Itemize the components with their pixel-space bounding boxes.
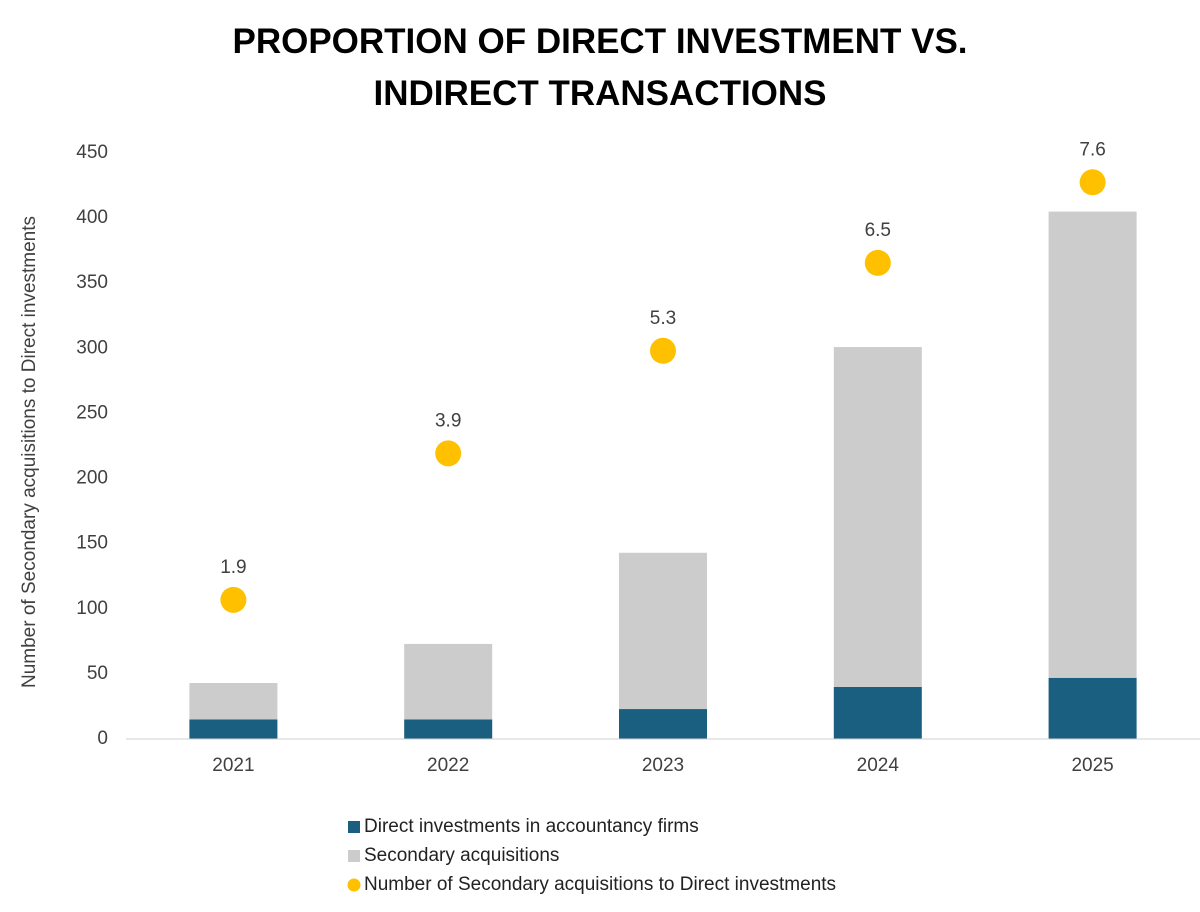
- y-tick-label: 150: [76, 533, 108, 554]
- dot: [864, 249, 891, 276]
- bar: [833, 686, 922, 739]
- legend-label: Number of Secondary acquisitions to Dire…: [364, 874, 836, 895]
- bar: [189, 683, 278, 720]
- x-tick-label: 2024: [857, 755, 900, 776]
- legend-marker: [347, 878, 361, 892]
- data-label: 5.3: [650, 308, 676, 329]
- x-tick-label: 2021: [212, 755, 254, 776]
- dot: [650, 337, 676, 364]
- y-tick-label: 100: [76, 598, 108, 619]
- y-tick-label: 0: [97, 728, 108, 749]
- y-tick-label: 400: [76, 207, 108, 228]
- x-tick-label: 2025: [1071, 755, 1113, 776]
- y-tick-label: 50: [87, 663, 108, 684]
- bar: [189, 719, 278, 739]
- chart-title: PROPORTION OF DIRECT INVESTMENT VS. INDI…: [232, 22, 968, 113]
- bar: [619, 709, 707, 739]
- legend-label: Direct investments in accountancy firms: [364, 816, 699, 837]
- data-label: 7.6: [1079, 139, 1105, 160]
- y-tick-label: 200: [76, 468, 108, 489]
- bar: [404, 643, 493, 720]
- legend-marker: [348, 850, 360, 862]
- bar: [833, 347, 922, 687]
- x-tick-label: 2022: [427, 755, 469, 776]
- bar: [404, 719, 493, 739]
- y-tick-label: 250: [76, 402, 108, 423]
- dot: [435, 440, 462, 467]
- legend-label: Secondary acquisitions: [364, 845, 559, 866]
- bar: [619, 552, 707, 710]
- bar: [1048, 211, 1137, 678]
- dot: [220, 586, 247, 613]
- legend-marker: [348, 821, 360, 833]
- data-label: 6.5: [865, 220, 891, 241]
- bar: [1048, 677, 1137, 739]
- x-tick-label: 2023: [642, 755, 684, 776]
- data-label: 3.9: [435, 410, 461, 431]
- dot: [1079, 169, 1106, 196]
- data-label: 1.9: [220, 557, 246, 578]
- y-axis-title: Number of Secondary acquisitions to Dire…: [19, 216, 40, 688]
- y-tick-label: 300: [76, 337, 108, 358]
- y-tick-label: 350: [76, 272, 108, 293]
- y-tick-label: 450: [76, 142, 108, 163]
